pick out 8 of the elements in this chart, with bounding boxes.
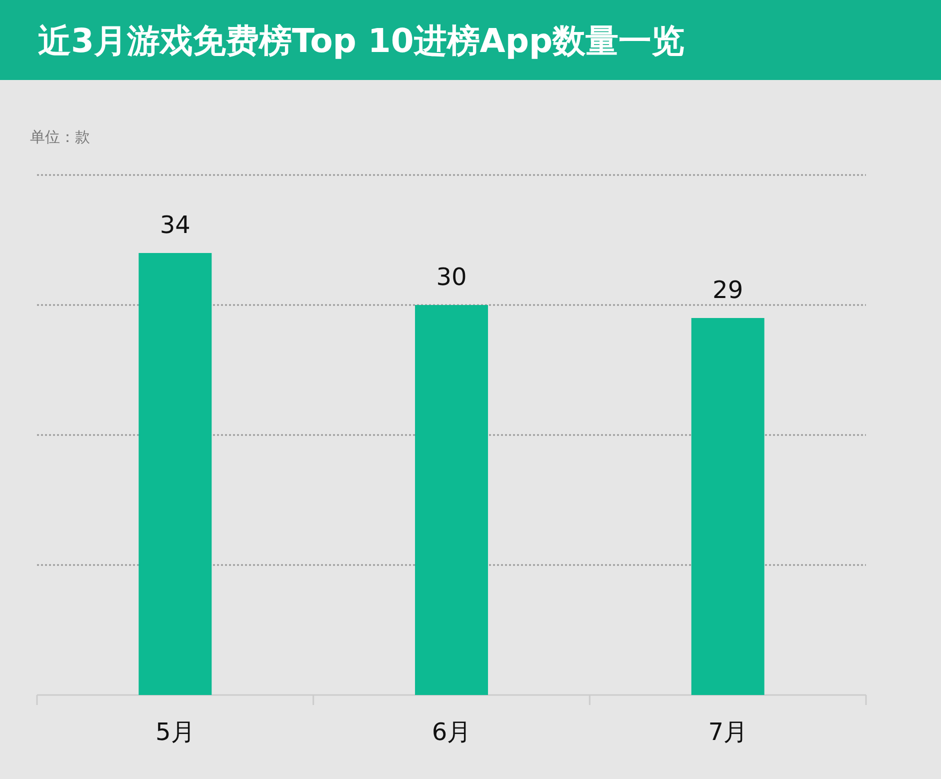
y-axis-title: 单位：款 bbox=[30, 128, 90, 146]
data-label: 30 bbox=[436, 263, 467, 291]
x-tick-label: 5月 bbox=[156, 718, 195, 746]
x-tick-label: 6月 bbox=[432, 718, 472, 746]
data-label: 29 bbox=[712, 276, 744, 304]
chart-title: 近3月游戏免费榜Top 10进榜App数量一览 bbox=[38, 21, 685, 60]
x-tick-label: 7月 bbox=[708, 718, 748, 746]
data-label: 34 bbox=[160, 211, 190, 239]
